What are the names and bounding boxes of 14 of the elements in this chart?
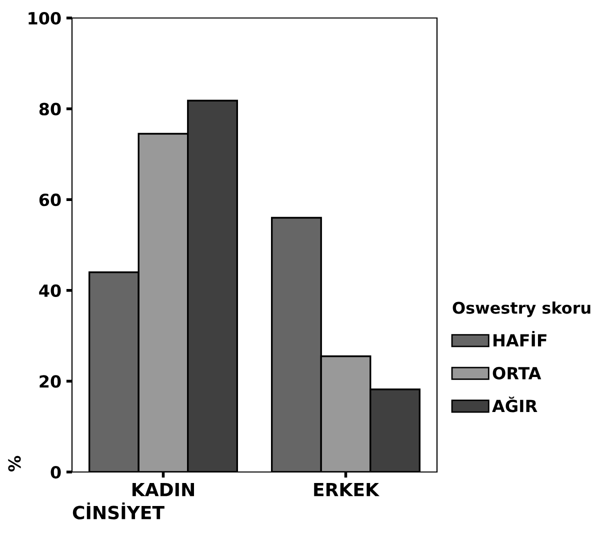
y-tick-label: 60 (39, 194, 61, 206)
y-tick-label: 100 (28, 12, 61, 25)
y-tick-label: 40 (39, 284, 61, 297)
y-tick-label: 20 (40, 375, 61, 388)
legend-label: ORTA (492, 366, 542, 380)
x-axis-title: CİNSİYET (72, 502, 164, 520)
legend-label: AĞIR (492, 396, 538, 412)
x-tick-label: ERKEK (314, 482, 380, 496)
x-tick-label: KADIN (132, 482, 194, 496)
legend-title: Oswestry skoru (452, 302, 590, 318)
y-axis-title: % (8, 456, 21, 472)
y-tick-label: 0 (50, 466, 61, 479)
legend-label: HAFİF (494, 331, 546, 346)
y-tick-label: 80 (39, 102, 61, 116)
